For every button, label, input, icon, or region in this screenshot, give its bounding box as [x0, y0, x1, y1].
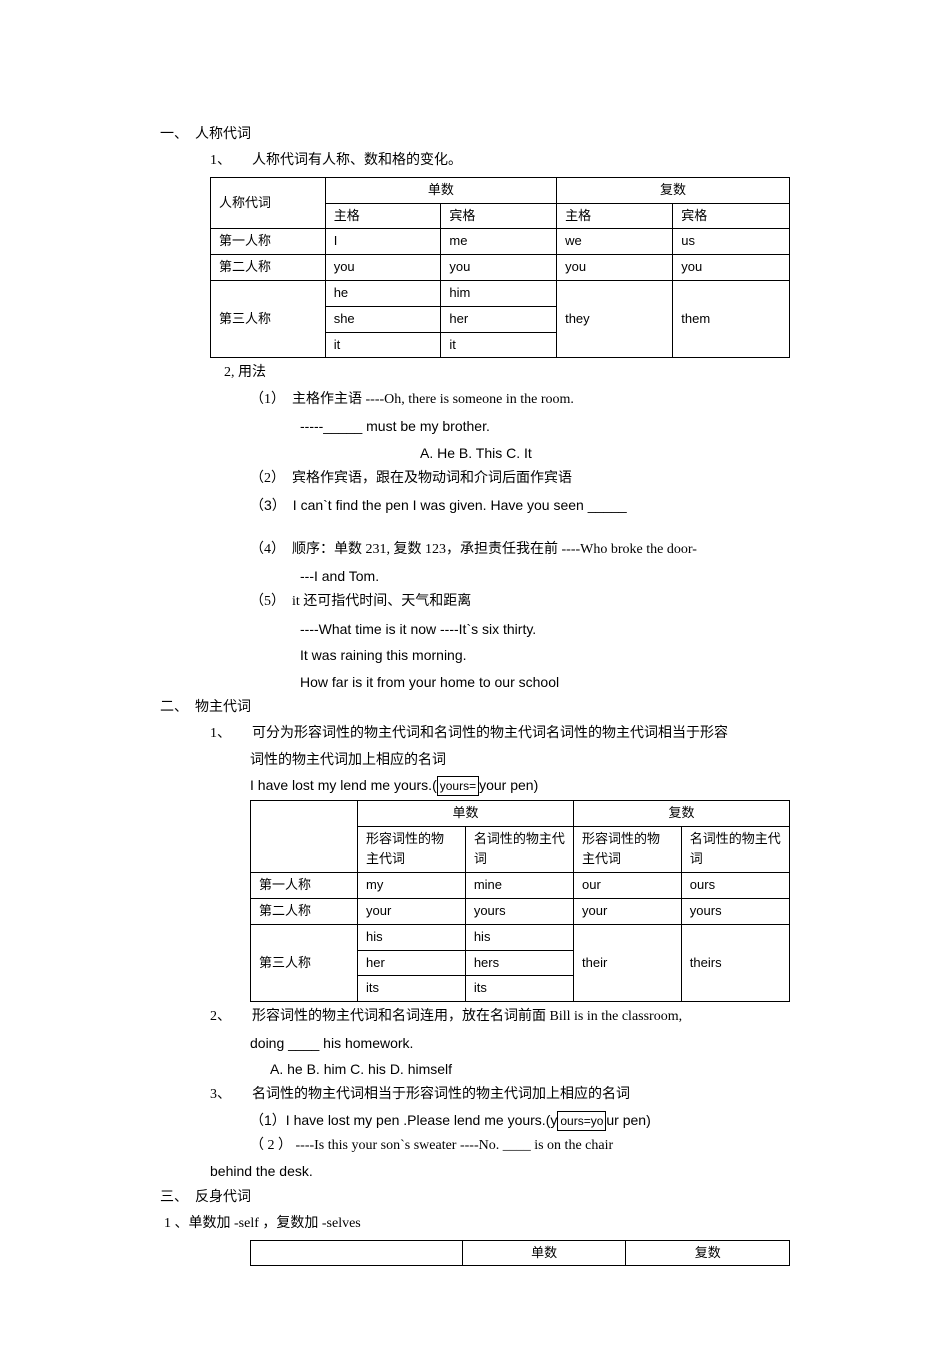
section-1-heading: 一、 人称代词 [160, 124, 790, 146]
cell: you [325, 255, 441, 281]
cell: us [673, 229, 790, 255]
s2-1c: I have lost my lend me yours.(yours=your… [250, 775, 790, 796]
cell: 第三人称 [211, 280, 326, 357]
cell: 第一人称 [211, 229, 326, 255]
cell: 第一人称 [251, 873, 358, 899]
item-4: （4） 顺序：单数 231, 复数 123，承担责任我在前 ----Who br… [250, 539, 790, 561]
s2-1c-pre: I have lost my lend me yours.( [250, 777, 437, 793]
cell: he [325, 280, 441, 306]
cell: mine [465, 873, 573, 899]
cell: ours [681, 873, 789, 899]
table-row: 第二人称 your yours your yours [251, 899, 790, 925]
s2-3b: （1）I have lost my pen .Please lend me yo… [250, 1110, 790, 1131]
cell: 第二人称 [211, 255, 326, 281]
table-row: 第二人称 you you you you [211, 255, 790, 281]
cell: theirs [681, 924, 789, 1001]
cell: her [358, 950, 466, 976]
boxed-ours: ours=yo [557, 1111, 606, 1131]
th-plural2: 复数 [574, 800, 790, 826]
th-singular3: 单数 [462, 1240, 626, 1266]
cell: me [441, 229, 557, 255]
th-noun-p: 名词性的物主代词 [681, 826, 789, 873]
cell: hers [465, 950, 573, 976]
s2-2a: 2、 形容词性的物主代词和名词连用，放在名词前面 Bill is in the … [210, 1006, 790, 1028]
usage-heading: 2, 用法 [210, 362, 790, 384]
item-5d: How far is it from your home to our scho… [300, 671, 790, 693]
table-possessive-pronouns: 单数 复数 形容词性的物主代词 名词性的物主代词 形容词性的物主代词 名词性的物… [250, 800, 790, 1002]
th-obj-p: 宾格 [673, 203, 790, 229]
cell: their [574, 924, 682, 1001]
s3-1: 1 、单数加 -self ，复数加 -selves [164, 1213, 790, 1235]
th-pronoun: 人称代词 [211, 177, 326, 229]
s2-2b: doing ____ his homework. [250, 1033, 790, 1054]
cell: my [358, 873, 466, 899]
cell: her [441, 306, 557, 332]
s2-1a: 1、 可分为形容词性的物主代词和名词性的物主代词名词性的物主代词相当于形容 [210, 723, 790, 745]
th-adj-s: 形容词性的物主代词 [358, 826, 466, 873]
item-4b: ---I and Tom. [300, 565, 790, 587]
th-obj-s: 宾格 [441, 203, 557, 229]
section-1-1: 1、 人称代词有人称、数和格的变化。 [210, 150, 790, 172]
th-noun-s: 名词性的物主代词 [465, 826, 573, 873]
table-row: 第三人称 his his their theirs [251, 924, 790, 950]
cell: they [557, 280, 673, 357]
th-blank [251, 800, 358, 872]
section-3-heading: 三、 反身代词 [160, 1187, 790, 1209]
cell: our [574, 873, 682, 899]
cell: we [557, 229, 673, 255]
section-2-heading: 二、 物主代词 [160, 697, 790, 719]
th-singular2: 单数 [358, 800, 574, 826]
boxed-yours: yours= [437, 776, 479, 796]
cell: she [325, 306, 441, 332]
cell: him [441, 280, 557, 306]
item-5c: It was raining this morning. [300, 644, 790, 666]
cell: you [441, 255, 557, 281]
s2-1c-post: your pen) [479, 777, 538, 793]
item-1c: A. He B. This C. It [420, 442, 790, 464]
cell: it [325, 332, 441, 358]
item-2: （2） 宾格作宾语，跟在及物动词和介词后面作宾语 [250, 468, 790, 490]
th-blank3 [251, 1240, 463, 1266]
item-3: （3） I can`t find the pen I was given. Ha… [250, 494, 790, 516]
th-plural: 复数 [557, 177, 790, 203]
cell: yours [681, 899, 789, 925]
table-row: 第一人称 I me we us [211, 229, 790, 255]
cell: I [325, 229, 441, 255]
s2-3a: 3、 名词性的物主代词相当于形容词性的物主代词加上相应的名词 [210, 1084, 790, 1106]
item-1b: -----_____ must be my brother. [300, 415, 790, 437]
th-subj-p: 主格 [557, 203, 673, 229]
s2-3b-post: ur pen) [606, 1112, 650, 1128]
table-row: 第一人称 my mine our ours [251, 873, 790, 899]
s2-3d: behind the desk. [210, 1160, 790, 1182]
cell: them [673, 280, 790, 357]
cell: his [358, 924, 466, 950]
s2-2c: A. he B. him C. his D. himself [270, 1058, 790, 1080]
cell: 第二人称 [251, 899, 358, 925]
table-row: 第三人称 he him they them [211, 280, 790, 306]
cell: your [574, 899, 682, 925]
s2-1b: 词性的物主代词加上相应的名词 [250, 750, 790, 771]
item-1: （1） 主格作主语 ----Oh, there is someone in th… [250, 389, 790, 411]
cell: his [465, 924, 573, 950]
th-subj-s: 主格 [325, 203, 441, 229]
th-plural3: 复数 [626, 1240, 790, 1266]
cell: you [673, 255, 790, 281]
cell: it [441, 332, 557, 358]
cell: its [465, 976, 573, 1002]
th-singular: 单数 [325, 177, 556, 203]
cell: your [358, 899, 466, 925]
table-personal-pronouns: 人称代词 单数 复数 主格 宾格 主格 宾格 第一人称 I me we us 第… [210, 177, 790, 359]
cell: its [358, 976, 466, 1002]
cell: 第三人称 [251, 924, 358, 1001]
cell: yours [465, 899, 573, 925]
s2-3b-pre: （1）I have lost my pen .Please lend me yo… [250, 1112, 557, 1128]
item-5b: ----What time is it now ----It`s six thi… [300, 618, 790, 640]
table-reflexive-pronouns: 单数 复数 [250, 1240, 790, 1267]
s2-3c: （ 2 ） ----Is this your son`s sweater ---… [250, 1135, 790, 1156]
cell: you [557, 255, 673, 281]
th-adj-p: 形容词性的物主代词 [574, 826, 682, 873]
item-5: （5） it 还可指代时间、天气和距离 [250, 591, 790, 613]
